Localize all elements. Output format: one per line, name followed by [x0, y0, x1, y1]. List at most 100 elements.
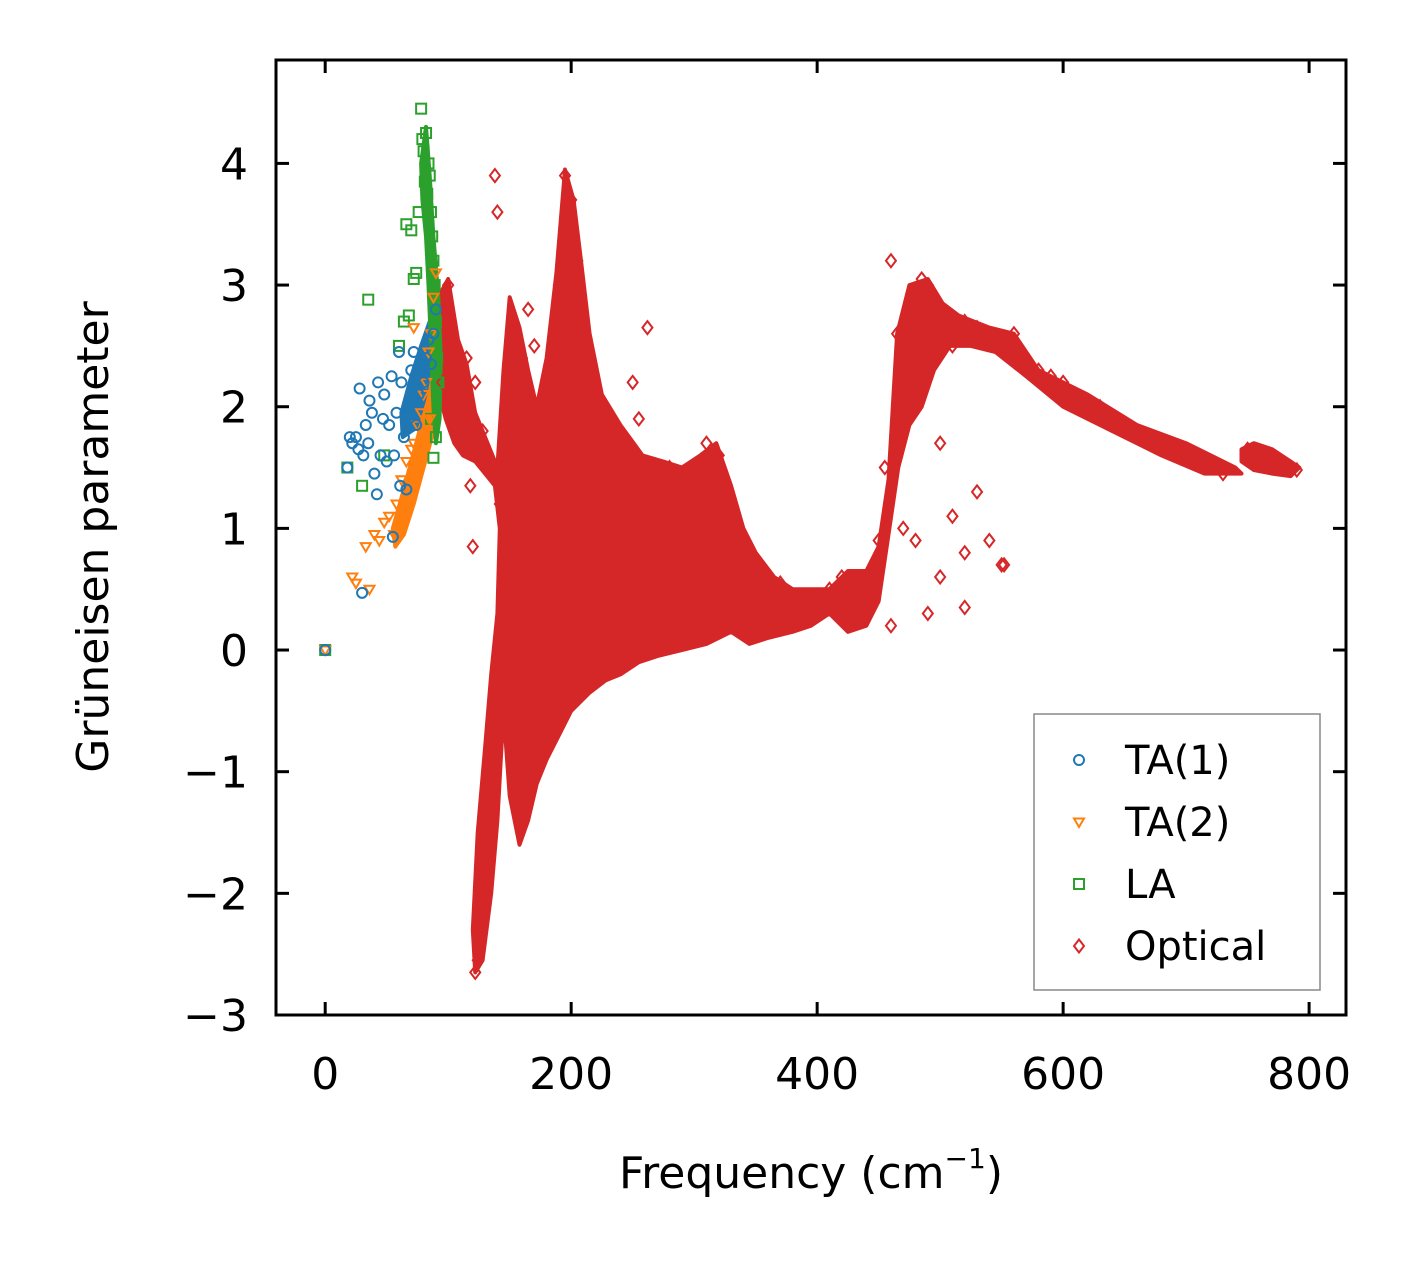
point-ta-2	[367, 529, 382, 542]
point-optical	[940, 325, 953, 342]
point-ta-2	[414, 408, 428, 420]
point-optical	[503, 568, 516, 586]
point-optical	[468, 964, 482, 981]
point-optical	[983, 532, 996, 549]
point-optical	[471, 952, 484, 969]
point-optical	[749, 581, 762, 598]
point-optical	[521, 301, 535, 318]
point-optical	[476, 897, 489, 914]
point-optical	[1069, 386, 1082, 403]
point-ta-2	[410, 420, 425, 432]
plot-frame	[274, 58, 1348, 1017]
x-tick-label: 200	[529, 1049, 613, 1100]
point-optical	[798, 605, 812, 622]
point-la	[421, 187, 434, 200]
legend-items: TA(1) TA(2) LA Optical	[1072, 738, 1266, 970]
point-optical	[515, 787, 529, 805]
point-optical	[878, 459, 892, 476]
point-optical	[958, 599, 971, 616]
point-optical	[1290, 461, 1304, 479]
point-optical	[761, 593, 775, 610]
point-ta-1	[362, 437, 375, 450]
point-optical	[933, 568, 947, 586]
point-optical	[1130, 422, 1144, 440]
point-optical	[675, 495, 689, 513]
x-axis-title: Frequency (cm−1)	[619, 1142, 1003, 1199]
point-ta-1	[417, 376, 430, 389]
point-ta-2	[399, 456, 414, 469]
point-optical	[638, 611, 652, 628]
point-la	[423, 169, 436, 182]
point-optical	[860, 581, 873, 598]
point-ta-1	[383, 418, 396, 431]
point-optical	[946, 337, 959, 355]
point-optical	[946, 508, 959, 525]
point-optical	[847, 593, 861, 610]
point-optical	[601, 459, 615, 476]
point-optical	[1204, 459, 1217, 476]
point-ta-1	[363, 394, 376, 407]
point-ta-1	[402, 400, 415, 413]
point-optical	[607, 471, 621, 488]
point-optical	[773, 574, 787, 592]
point-optical	[1032, 362, 1045, 379]
point-ta-1	[390, 406, 403, 419]
point-la	[356, 479, 369, 492]
point-optical	[552, 666, 566, 683]
point-ta-1	[394, 479, 407, 492]
point-ta-1	[359, 418, 372, 431]
point-ta-1	[368, 467, 381, 480]
point-la	[402, 309, 415, 322]
point-optical	[1019, 349, 1033, 367]
point-optical	[921, 276, 935, 294]
point-optical	[493, 666, 507, 683]
point-optical	[464, 477, 477, 494]
y-tick-label: 1	[220, 504, 248, 555]
point-ta-1	[378, 388, 391, 401]
point-ta-2	[377, 517, 391, 530]
band-optical-0	[436, 167, 1244, 975]
y-tick-label: −3	[183, 991, 248, 1042]
point-optical	[835, 568, 849, 586]
point-optical	[1081, 392, 1094, 409]
point-la	[417, 145, 430, 158]
point-optical	[1093, 398, 1107, 415]
point-optical	[478, 860, 492, 878]
point-la	[429, 431, 442, 444]
point-ta-2	[422, 414, 437, 426]
point-optical	[626, 374, 639, 391]
point-optical	[491, 203, 504, 221]
point-optical	[435, 374, 449, 391]
point-optical	[448, 337, 461, 355]
point-optical	[476, 422, 489, 440]
point-optical	[468, 374, 482, 391]
point-optical	[466, 538, 480, 555]
y-tick-label: 4	[220, 139, 248, 190]
point-optical	[577, 654, 590, 671]
point-ta-1	[357, 449, 370, 462]
point-ta-1	[370, 488, 383, 501]
point-optical	[810, 587, 824, 604]
point-ta-2	[426, 292, 441, 305]
point-optical	[482, 812, 496, 829]
point-optical	[933, 307, 947, 324]
point-ta-1	[356, 586, 369, 599]
point-ta-1	[410, 418, 423, 431]
point-optical	[601, 605, 615, 622]
point-ta-1	[400, 483, 413, 496]
point-ta-2	[345, 572, 360, 585]
point-optical	[534, 435, 547, 452]
point-optical	[564, 191, 578, 209]
point-optical	[687, 471, 701, 488]
point-ta-2	[416, 390, 431, 402]
point-ta-1	[343, 431, 356, 444]
point-ta-1	[365, 406, 378, 419]
point-optical	[589, 623, 603, 640]
legend: TA(1) TA(2) LA Optical	[1033, 713, 1321, 991]
point-optical	[927, 295, 941, 312]
legend-label-ta-1: TA(1)	[1124, 738, 1230, 784]
point-optical	[1278, 459, 1291, 476]
point-optical	[724, 544, 738, 561]
point-optical	[546, 374, 559, 391]
legend-label-la: LA	[1125, 862, 1176, 908]
